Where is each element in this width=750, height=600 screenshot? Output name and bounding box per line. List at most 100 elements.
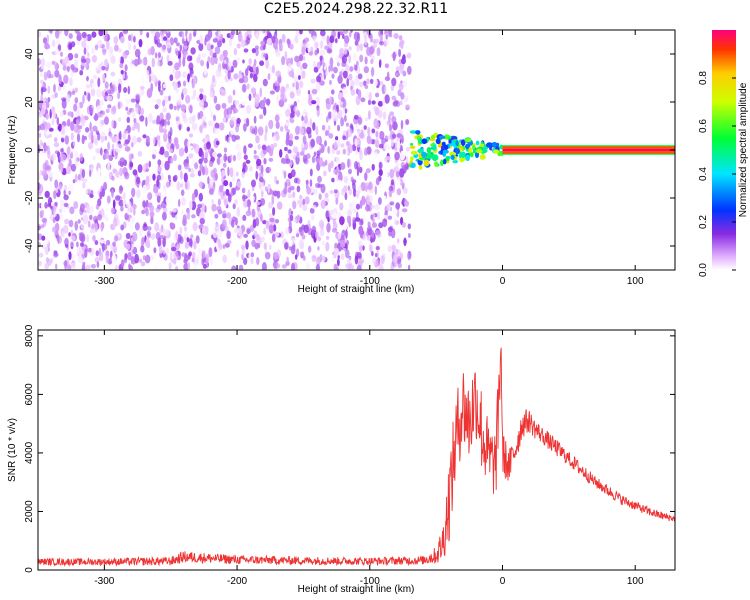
heatmap-cell <box>191 192 196 202</box>
heatmap-cell <box>76 31 82 42</box>
heatmap-cell <box>180 210 185 215</box>
heatmap-cell <box>384 30 390 37</box>
heatmap-cell <box>122 30 129 35</box>
heatmap-cell <box>38 182 41 191</box>
heatmap-cell <box>289 214 294 222</box>
heatmap-cell <box>230 56 234 63</box>
heatmap-cell <box>335 166 340 176</box>
heatmap-cell <box>460 151 466 158</box>
heatmap-cell <box>357 116 363 125</box>
heatmap-cell <box>363 31 368 40</box>
heatmap-cell <box>203 65 208 76</box>
heatmap-cell <box>199 163 203 172</box>
heatmap-cell <box>44 165 51 171</box>
heatmap-cell <box>91 223 95 231</box>
heatmap-cell <box>260 213 263 222</box>
heatmap-cell <box>180 170 183 180</box>
heatmap-cell <box>231 265 237 270</box>
heatmap-cell <box>152 153 156 160</box>
snr-frame <box>37 329 676 571</box>
heatmap-y-tick-label: 0 <box>24 147 35 153</box>
heatmap-cell <box>209 90 214 97</box>
heatmap-cell <box>263 158 267 165</box>
heatmap-cell <box>196 252 202 260</box>
heatmap-cell <box>96 88 102 98</box>
heatmap-cell <box>392 121 398 131</box>
heatmap-cell <box>177 164 182 171</box>
heatmap-cell <box>48 74 54 79</box>
heatmap-cell <box>269 143 275 151</box>
heatmap-cell <box>370 58 374 64</box>
heatmap-cell <box>345 122 349 127</box>
heatmap-cell <box>156 42 162 48</box>
colorbar-ticks: 0.0 0.2 0.4 0.6 0.8 <box>698 71 736 277</box>
heatmap-cell <box>99 99 104 106</box>
heatmap-cell <box>400 119 404 130</box>
heatmap-cell <box>345 249 350 259</box>
heatmap-cell <box>232 239 238 247</box>
heatmap-cell <box>146 88 153 99</box>
heatmap-cell <box>434 161 439 167</box>
heatmap-cell <box>152 119 157 125</box>
heatmap-cell <box>432 144 437 151</box>
heatmap-cell <box>331 89 335 95</box>
heatmap-cell <box>328 162 332 173</box>
heatmap-cell <box>409 145 416 149</box>
heatmap-cell <box>94 257 100 263</box>
heatmap-cell <box>70 235 76 242</box>
heatmap-cell <box>159 234 164 240</box>
heatmap-cell <box>184 146 188 154</box>
heatmap-cell <box>63 74 69 85</box>
heatmap-cell <box>349 31 352 38</box>
heatmap-cell <box>189 32 192 42</box>
heatmap-cell <box>365 117 368 122</box>
heatmap-cell <box>100 119 106 125</box>
heatmap-cell <box>384 85 387 94</box>
heatmap-cell <box>417 148 425 154</box>
heatmap-cell <box>96 69 100 74</box>
heatmap-cell <box>133 118 137 123</box>
heatmap-cell <box>215 140 220 146</box>
heatmap-cell <box>224 200 228 206</box>
heatmap-cell <box>125 232 131 240</box>
heatmap-cell <box>201 249 206 260</box>
heatmap-cell <box>276 201 283 210</box>
heatmap-cell <box>61 124 65 135</box>
heatmap-cell <box>183 51 189 56</box>
heatmap-cell <box>111 175 115 181</box>
heatmap-cell <box>391 95 397 101</box>
heatmap-cell <box>135 93 141 100</box>
heatmap-cell <box>442 151 447 157</box>
heatmap-cell <box>235 143 241 151</box>
heatmap-cell <box>188 153 194 159</box>
heatmap-cell <box>79 242 85 247</box>
heatmap-y-axis-label: Frequency (Hz) <box>7 116 18 185</box>
heatmap-cell <box>231 219 235 228</box>
heatmap-cell <box>319 228 325 237</box>
heatmap-cell <box>163 83 167 89</box>
heatmap-cell <box>335 156 340 164</box>
heatmap-cell <box>154 222 160 232</box>
snr-y-axis-label: SNR (10 * v/v) <box>7 418 18 482</box>
heatmap-cell <box>395 162 400 167</box>
heatmap-cell <box>119 186 124 192</box>
heatmap-cell <box>333 189 338 194</box>
heatmap-cell <box>332 218 336 225</box>
heatmap-cell <box>166 142 171 150</box>
heatmap-cell <box>145 207 149 217</box>
heatmap-cell <box>41 217 48 223</box>
heatmap-cell <box>371 250 374 257</box>
heatmap-cell <box>309 207 315 214</box>
heatmap-cell <box>85 189 88 196</box>
heatmap-cell <box>397 238 400 244</box>
heatmap-cell <box>398 206 405 216</box>
heatmap-cell <box>291 237 296 245</box>
heatmap-cell <box>40 81 44 88</box>
heatmap-cell <box>368 91 372 102</box>
heatmap-cell <box>385 135 391 140</box>
heatmap-cell <box>165 112 171 121</box>
heatmap-cell <box>248 58 252 65</box>
heatmap-cell <box>159 227 163 234</box>
heatmap-cell <box>59 111 64 117</box>
